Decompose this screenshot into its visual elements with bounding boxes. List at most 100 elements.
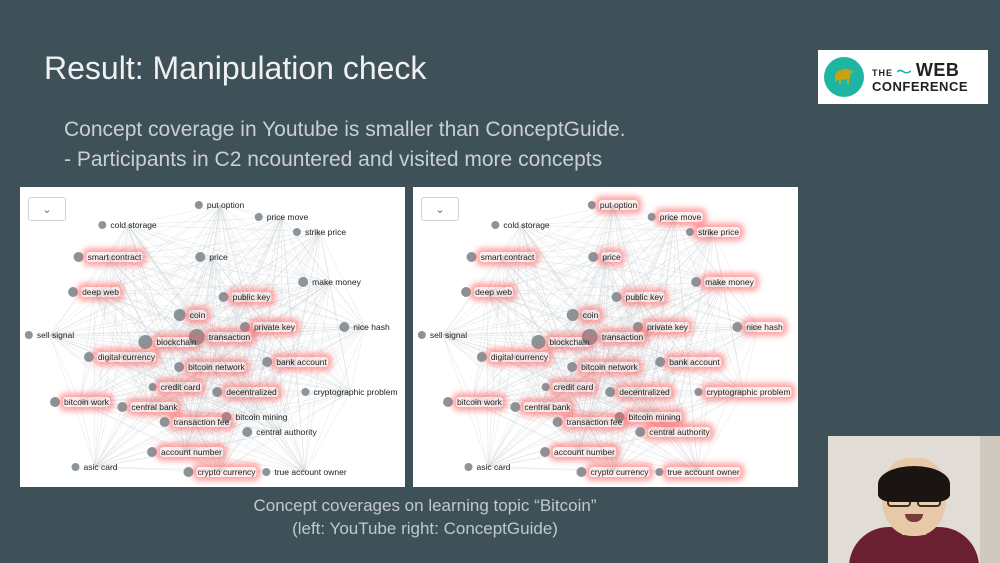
node-label: smart contract <box>87 252 143 262</box>
concept-node-decentralized[interactable]: decentralized <box>605 387 671 397</box>
concept-node-account-number[interactable]: account number <box>147 447 223 457</box>
logo-conference: CONFERENCE <box>872 80 968 93</box>
concept-node-deep-web[interactable]: deep web <box>68 287 120 297</box>
node-label: coin <box>189 310 207 320</box>
concept-node-nice-hash[interactable]: nice hash <box>339 322 390 332</box>
node-dot-icon <box>491 221 499 229</box>
node-label: bitcoin work <box>456 397 503 407</box>
concept-node-sell-signal[interactable]: sell signal <box>25 330 75 340</box>
graph-dropdown-button[interactable]: ⌄ <box>28 197 66 221</box>
concept-node-price-move[interactable]: price move <box>255 212 310 222</box>
concept-node-transaction[interactable]: transaction <box>189 329 252 345</box>
concept-node-transaction-fee[interactable]: transaction fee <box>553 417 624 427</box>
concept-node-account-number[interactable]: account number <box>540 447 616 457</box>
concept-node-bitcoin-network[interactable]: bitcoin network <box>174 362 246 372</box>
concept-node-decentralized[interactable]: decentralized <box>212 387 278 397</box>
node-label: cryptographic problem <box>312 387 398 397</box>
concept-node-price[interactable]: price <box>588 252 621 262</box>
node-label: put option <box>206 200 245 210</box>
node-label: coin <box>582 310 600 320</box>
concept-node-cold-storage[interactable]: cold storage <box>491 220 550 230</box>
node-dot-icon <box>510 402 520 412</box>
concept-node-cryptographic-problem[interactable]: cryptographic problem <box>694 387 791 397</box>
concept-node-bitcoin-network[interactable]: bitcoin network <box>567 362 639 372</box>
node-dot-icon <box>195 201 203 209</box>
node-dot-icon <box>467 252 477 262</box>
node-label: decentralized <box>618 387 671 397</box>
node-dot-icon <box>68 287 78 297</box>
node-label: account number <box>160 447 223 457</box>
node-label: strike price <box>697 227 740 237</box>
concept-node-digital-currency[interactable]: digital currency <box>84 352 156 362</box>
node-dot-icon <box>212 387 222 397</box>
concept-node-true-account-owner[interactable]: true account owner <box>655 467 740 477</box>
concept-node-strike-price[interactable]: strike price <box>293 227 347 237</box>
node-dot-icon <box>686 228 694 236</box>
node-label: price move <box>266 212 310 222</box>
concept-node-digital-currency[interactable]: digital currency <box>477 352 549 362</box>
concept-node-asic-card[interactable]: asic card <box>464 462 511 472</box>
concept-node-sell-signal[interactable]: sell signal <box>418 330 468 340</box>
concept-node-transaction-fee[interactable]: transaction fee <box>160 417 231 427</box>
concept-node-bank-account[interactable]: bank account <box>262 357 328 367</box>
concept-node-public-key[interactable]: public key <box>219 292 272 302</box>
concept-node-central-bank[interactable]: central bank <box>510 402 571 412</box>
node-label: transaction <box>208 332 252 342</box>
node-dot-icon <box>174 309 186 321</box>
node-label: private key <box>646 322 689 332</box>
node-dot-icon <box>255 213 263 221</box>
concept-node-make-money[interactable]: make money <box>298 277 362 287</box>
node-dot-icon <box>149 383 157 391</box>
concept-node-deep-web[interactable]: deep web <box>461 287 513 297</box>
node-dot-icon <box>732 322 742 332</box>
concept-node-central-authority[interactable]: central authority <box>242 427 317 437</box>
node-dot-icon <box>242 427 252 437</box>
body-line-1: Concept coverage in Youtube is smaller t… <box>64 115 626 145</box>
concept-node-bitcoin-work[interactable]: bitcoin work <box>443 397 503 407</box>
concept-node-central-bank[interactable]: central bank <box>117 402 178 412</box>
node-label: cold storage <box>502 220 550 230</box>
node-dot-icon <box>174 362 184 372</box>
concept-node-cold-storage[interactable]: cold storage <box>98 220 157 230</box>
concept-graph-conceptguide: ⌄ put option price move cold storage strike… <box>413 187 798 487</box>
concept-node-coin[interactable]: coin <box>567 309 600 321</box>
node-dot-icon <box>635 427 645 437</box>
concept-node-blockchain[interactable]: blockchain <box>531 335 590 349</box>
concept-node-crypto-currency[interactable]: crypto currency <box>576 467 649 477</box>
concept-node-nice-hash[interactable]: nice hash <box>732 322 783 332</box>
concept-node-true-account-owner[interactable]: true account owner <box>262 467 347 477</box>
concept-node-price-move[interactable]: price move <box>648 212 703 222</box>
concept-node-cryptographic-problem[interactable]: cryptographic problem <box>301 387 398 397</box>
logo-web: WEB <box>916 60 960 80</box>
node-label: asic card <box>82 462 118 472</box>
node-dot-icon <box>147 447 157 457</box>
concept-node-bank-account[interactable]: bank account <box>655 357 721 367</box>
concept-node-bitcoin-mining[interactable]: bitcoin mining <box>222 412 289 422</box>
concept-node-bitcoin-work[interactable]: bitcoin work <box>50 397 110 407</box>
node-dot-icon <box>195 252 205 262</box>
concept-node-blockchain[interactable]: blockchain <box>138 335 197 349</box>
concept-node-coin[interactable]: coin <box>174 309 207 321</box>
node-dot-icon <box>461 287 471 297</box>
concept-node-put-option[interactable]: put option <box>195 200 245 210</box>
concept-node-smart-contract[interactable]: smart contract <box>74 252 143 262</box>
concept-node-transaction[interactable]: transaction <box>582 329 645 345</box>
concept-node-make-money[interactable]: make money <box>691 277 755 287</box>
concept-node-put-option[interactable]: put option <box>588 200 638 210</box>
concept-node-price[interactable]: price <box>195 252 228 262</box>
concept-node-crypto-currency[interactable]: crypto currency <box>183 467 256 477</box>
concept-node-credit-card[interactable]: credit card <box>149 382 202 392</box>
concept-node-public-key[interactable]: public key <box>612 292 665 302</box>
node-dot-icon <box>612 292 622 302</box>
node-dot-icon <box>418 331 426 339</box>
concept-node-asic-card[interactable]: asic card <box>71 462 118 472</box>
concept-node-bitcoin-mining[interactable]: bitcoin mining <box>615 412 682 422</box>
concept-node-strike-price[interactable]: strike price <box>686 227 740 237</box>
concept-node-credit-card[interactable]: credit card <box>542 382 595 392</box>
concept-node-central-authority[interactable]: central authority <box>635 427 710 437</box>
node-dot-icon <box>293 228 301 236</box>
graph-dropdown-button[interactable]: ⌄ <box>421 197 459 221</box>
node-dot-icon <box>183 467 193 477</box>
logo-circle-icon <box>824 57 864 97</box>
concept-node-smart-contract[interactable]: smart contract <box>467 252 536 262</box>
